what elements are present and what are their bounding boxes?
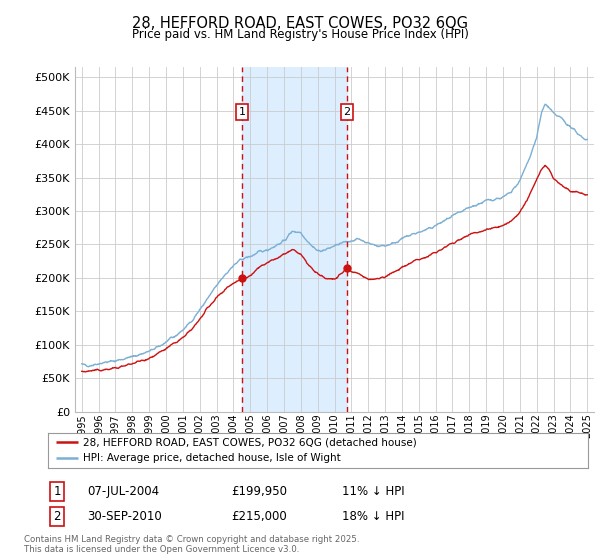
Text: 2: 2: [53, 510, 61, 523]
Text: 28, HEFFORD ROAD, EAST COWES, PO32 6QG: 28, HEFFORD ROAD, EAST COWES, PO32 6QG: [132, 16, 468, 31]
Bar: [242, 67, 347, 412]
Text: £215,000: £215,000: [231, 510, 287, 523]
Text: 11% ↓ HPI: 11% ↓ HPI: [342, 485, 404, 498]
Text: 1: 1: [53, 485, 61, 498]
Text: Contains HM Land Registry data © Crown copyright and database right 2025.
This d: Contains HM Land Registry data © Crown c…: [24, 535, 359, 554]
Text: 28, HEFFORD ROAD, EAST COWES, PO32 6QG (detached house): 28, HEFFORD ROAD, EAST COWES, PO32 6QG (…: [83, 437, 417, 447]
Text: 30-SEP-2010: 30-SEP-2010: [87, 510, 162, 523]
Text: 2: 2: [344, 107, 351, 117]
Text: £199,950: £199,950: [231, 485, 287, 498]
Text: 18% ↓ HPI: 18% ↓ HPI: [342, 510, 404, 523]
Text: 1: 1: [239, 107, 245, 117]
Text: HPI: Average price, detached house, Isle of Wight: HPI: Average price, detached house, Isle…: [83, 453, 341, 463]
Text: Price paid vs. HM Land Registry's House Price Index (HPI): Price paid vs. HM Land Registry's House …: [131, 28, 469, 41]
Text: 07-JUL-2004: 07-JUL-2004: [87, 485, 159, 498]
